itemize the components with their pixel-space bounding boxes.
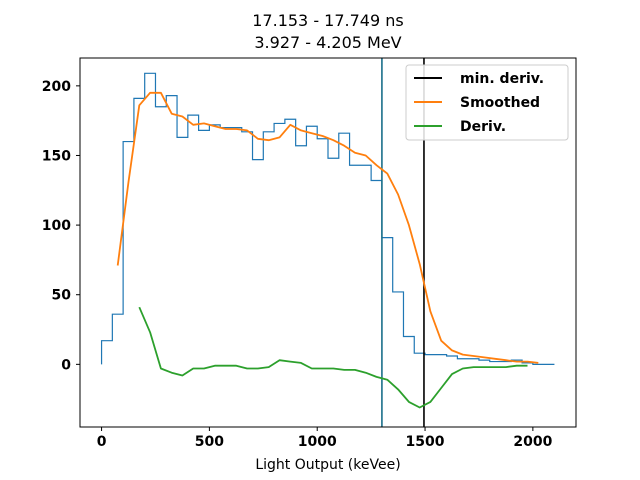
y-tick-label: 200 bbox=[42, 79, 71, 95]
x-tick-label: 2000 bbox=[513, 434, 552, 450]
x-tick-label: 500 bbox=[195, 434, 224, 450]
chart-title-line-2: 3.927 - 4.205 MeV bbox=[254, 33, 401, 52]
x-axis-label: Light Output (keVee) bbox=[255, 457, 400, 473]
x-tick-label: 1500 bbox=[406, 434, 445, 450]
y-tick-label: 0 bbox=[61, 357, 71, 373]
legend: min. deriv. Smoothed Deriv. bbox=[405, 64, 569, 141]
chart-title-line-1: 17.153 - 17.749 ns bbox=[252, 11, 403, 30]
x-tick-label: 1000 bbox=[298, 434, 337, 450]
legend-label: Smoothed bbox=[460, 95, 540, 111]
legend-box bbox=[405, 64, 569, 141]
series-deriv-line bbox=[138, 306, 528, 409]
legend-label: min. deriv. bbox=[460, 71, 544, 87]
y-axis-ticks: 0 50 100 150 200 bbox=[42, 79, 80, 373]
plot-frame bbox=[79, 57, 577, 428]
series-smoothed-line bbox=[116, 91, 539, 364]
x-axis-ticks: 0 500 1000 1500 2000 bbox=[97, 427, 553, 450]
x-tick-label: 0 bbox=[97, 434, 107, 450]
legend-label: Deriv. bbox=[460, 119, 506, 135]
y-tick-label: 100 bbox=[42, 218, 71, 234]
histogram-steps bbox=[100, 72, 555, 365]
y-tick-label: 50 bbox=[52, 288, 72, 304]
y-tick-label: 150 bbox=[42, 148, 71, 164]
